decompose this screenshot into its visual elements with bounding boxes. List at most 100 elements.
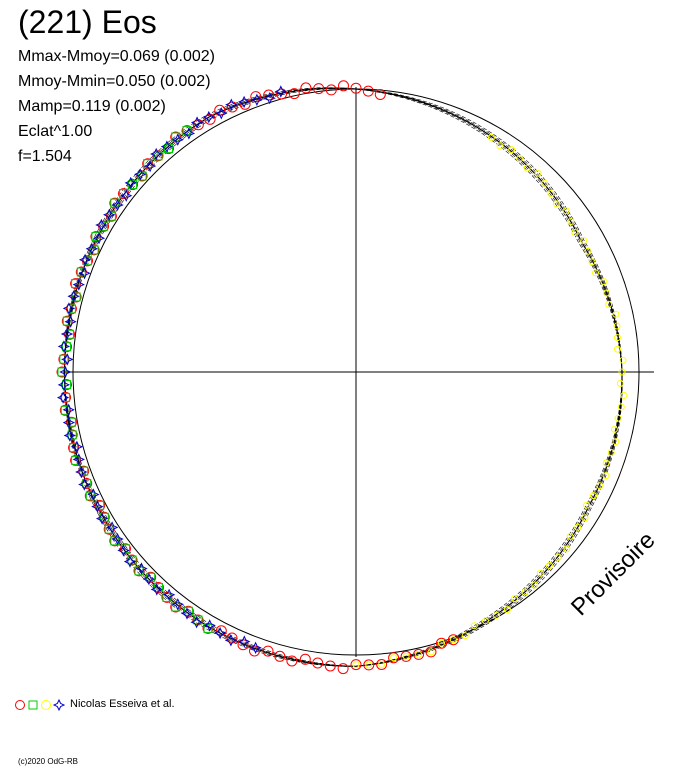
- stat-eclat: Eclat^1.00: [18, 123, 93, 140]
- data-point-green-29: [71, 455, 81, 465]
- data-point-red-33: [65, 303, 77, 315]
- stats-block: Mmax-Mmoy=0.069 (0.002) Mmoy-Mmin=0.050 …: [18, 44, 215, 169]
- data-point-red-42: [65, 416, 77, 428]
- data-point-blue-35: [63, 429, 77, 442]
- data-point-yellow-43: [603, 289, 611, 297]
- data-point-yellow-34: [620, 391, 628, 399]
- data-point-yellow-46: [588, 258, 596, 266]
- data-point-blue-53: [190, 616, 203, 629]
- data-point-yellow-36: [618, 368, 626, 376]
- data-point-yellow-22: [574, 523, 582, 531]
- data-point-green-24: [61, 392, 71, 402]
- data-point-yellow-28: [602, 459, 610, 467]
- data-point-red-59: [170, 601, 182, 613]
- data-point-blue-0: [274, 85, 287, 98]
- copyright-text: (c)2020 OdG-RB: [18, 757, 79, 766]
- data-point-red-24: [109, 197, 121, 209]
- data-point-red-40: [60, 391, 72, 403]
- data-point-green-19: [65, 329, 74, 339]
- data-point-blue-2: [250, 93, 264, 106]
- data-point-yellow-17: [536, 569, 544, 577]
- data-point-red-73: [337, 663, 349, 675]
- data-point-yellow-19: [554, 553, 562, 561]
- data-point-green-16: [71, 292, 81, 302]
- data-point-yellow-24: [583, 501, 591, 509]
- data-point-yellow-49: [571, 229, 579, 236]
- data-point-blue-8: [182, 127, 196, 140]
- data-point-yellow-0: [352, 661, 360, 669]
- data-point-blue-52: [180, 607, 194, 620]
- data-point-blue-51: [171, 598, 184, 611]
- data-point-yellow-30: [612, 438, 620, 446]
- data-point-red-44: [68, 442, 80, 454]
- data-point-red-52: [109, 535, 121, 547]
- data-point-green-30: [79, 466, 89, 476]
- data-point-red-53: [120, 543, 131, 555]
- data-point-yellow-38: [614, 345, 621, 353]
- data-point-blue-13: [134, 168, 147, 181]
- data-point-blue-38: [75, 465, 88, 479]
- data-point-yellow-11: [482, 617, 489, 625]
- data-point-yellow-32: [614, 414, 622, 422]
- data-point-red-82: [447, 634, 459, 646]
- data-point-yellow-31: [610, 425, 618, 433]
- data-point-green-23: [62, 380, 71, 390]
- data-point-yellow-44: [600, 278, 608, 286]
- data-point-blue-4: [225, 98, 238, 111]
- data-point-blue-5: [215, 107, 228, 120]
- data-point-green-11: [91, 232, 101, 242]
- data-point-red-81: [436, 637, 447, 649]
- data-point-red-23: [118, 188, 129, 200]
- data-point-blue-17: [102, 208, 116, 222]
- data-point-yellow-60: [487, 134, 495, 141]
- data-point-yellow-56: [523, 164, 531, 172]
- data-point-blue-49: [150, 583, 163, 596]
- data-point-yellow-2: [378, 661, 386, 668]
- data-point-yellow-58: [508, 146, 516, 154]
- data-point-blue-6: [202, 110, 215, 124]
- data-point-green-14: [76, 267, 86, 277]
- data-point-yellow-16: [531, 581, 539, 589]
- data-point-red-21: [136, 170, 148, 182]
- data-point-blue-9: [171, 133, 184, 146]
- data-point-blue-56: [224, 634, 238, 647]
- data-point-yellow-9: [461, 632, 469, 640]
- data-point-blue-50: [162, 588, 176, 602]
- data-point-yellow-13: [503, 606, 511, 614]
- data-point-blue-18: [95, 218, 108, 232]
- data-point-green-18: [62, 316, 72, 326]
- data-point-blue-28: [57, 340, 71, 353]
- data-point-green-28: [69, 443, 79, 453]
- data-point-blue-46: [123, 555, 137, 568]
- data-point-red-41: [59, 404, 71, 416]
- data-point-red-68: [274, 650, 286, 662]
- data-point-yellow-59: [496, 142, 504, 150]
- data-point-yellow-50: [567, 218, 575, 226]
- data-point-blue-31: [57, 378, 71, 392]
- data-point-yellow-52: [552, 200, 560, 208]
- data-point-yellow-53: [547, 190, 555, 197]
- data-point-yellow-37: [619, 356, 627, 364]
- data-point-yellow-45: [592, 269, 599, 277]
- data-point-yellow-42: [605, 300, 613, 308]
- data-point-blue-26: [64, 315, 77, 328]
- model-curve-1: [64, 87, 623, 667]
- data-point-yellow-21: [566, 532, 574, 540]
- data-point-blue-57: [238, 635, 251, 648]
- data-point-yellow-15: [521, 588, 529, 596]
- data-point-blue-21: [78, 253, 92, 266]
- model-curve-3: [64, 88, 623, 667]
- data-point-green-26: [66, 417, 76, 427]
- data-point-blue-42: [95, 512, 109, 525]
- model-curve-4: [64, 88, 623, 667]
- data-point-blue-12: [143, 159, 157, 173]
- data-point-red-55: [133, 565, 145, 577]
- data-point-yellow-5: [415, 650, 423, 658]
- data-point-red-35: [64, 328, 75, 340]
- data-point-yellow-25: [590, 492, 597, 500]
- data-point-blue-23: [72, 278, 85, 291]
- data-point-yellow-14: [511, 595, 519, 603]
- data-point-green-25: [60, 405, 70, 415]
- data-point-green-15: [71, 279, 81, 289]
